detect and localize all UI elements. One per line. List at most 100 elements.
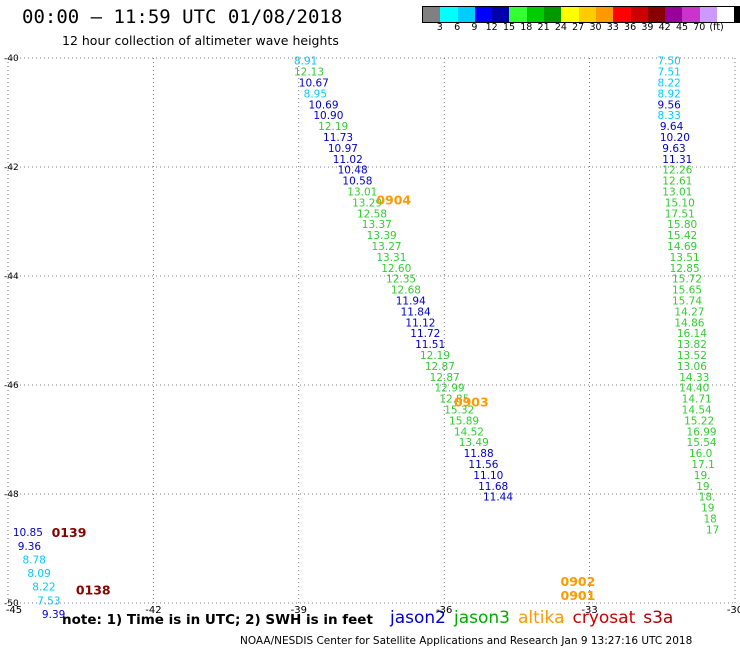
wave-height-label: 13.37 bbox=[362, 219, 392, 231]
wave-height-label: 14.71 bbox=[682, 394, 712, 406]
y-tick-label: -40 bbox=[4, 54, 19, 64]
wave-height-label: 11.56 bbox=[468, 459, 498, 471]
wave-height-label: 8.78 bbox=[23, 554, 46, 566]
pass-time-label: 0903 bbox=[454, 394, 489, 409]
wave-height-label: 11.44 bbox=[483, 492, 513, 504]
wave-height-label: 10.20 bbox=[660, 132, 690, 144]
pass-time-label: 0904 bbox=[376, 193, 411, 208]
wave-height-label: 9.63 bbox=[662, 143, 685, 155]
color-swatch bbox=[509, 7, 527, 22]
wave-height-label: 9.36 bbox=[18, 541, 42, 553]
wave-height-label: 15.80 bbox=[667, 219, 697, 231]
wave-height-label: 12.35 bbox=[386, 274, 416, 286]
wave-height-label: 9.39 bbox=[42, 609, 65, 621]
wave-height-label: 13.39 bbox=[367, 230, 397, 242]
wave-height-label: 13.49 bbox=[459, 437, 489, 449]
color-swatch bbox=[699, 7, 718, 22]
wave-height-label: 18. bbox=[699, 492, 716, 504]
color-swatch bbox=[613, 7, 631, 22]
wave-height-label: 13.82 bbox=[677, 339, 707, 351]
wave-height-label: 11.84 bbox=[401, 306, 431, 318]
wave-height-label: 8.09 bbox=[27, 568, 50, 580]
wave-height-label: 8.91 bbox=[294, 56, 317, 68]
legend-jason2: jason2 bbox=[390, 608, 446, 628]
x-tick-label: -45 bbox=[6, 605, 22, 616]
wave-height-label: 11.51 bbox=[415, 339, 445, 351]
color-swatch bbox=[526, 7, 545, 22]
pass-time-label: 0901 bbox=[561, 588, 596, 603]
wave-height-label: 12.19 bbox=[318, 121, 348, 133]
color-scale-label: 15 bbox=[502, 22, 516, 33]
wave-height-label: 13.06 bbox=[677, 361, 707, 373]
wave-height-label: 13.29 bbox=[352, 197, 382, 209]
x-tick-label: -39 bbox=[291, 605, 307, 616]
color-swatch bbox=[665, 7, 683, 22]
legend-cryosat: cryosat bbox=[572, 608, 636, 628]
color-scale-label: (ft) bbox=[709, 22, 724, 33]
wave-height-label: 8.22 bbox=[657, 78, 680, 90]
chart-title: 00:00 – 11:59 UTC 01/08/2018 bbox=[22, 6, 343, 28]
wave-height-label: 11.12 bbox=[405, 317, 435, 329]
wave-height-label: 7.53 bbox=[37, 595, 60, 607]
wave-height-label: 11.72 bbox=[410, 328, 440, 340]
wave-height-label: 14.69 bbox=[667, 241, 697, 253]
wave-height-label: 15.65 bbox=[672, 285, 702, 297]
color-scale-label: 3 bbox=[436, 22, 443, 33]
wave-height-label: 18 bbox=[703, 514, 716, 526]
x-tick-label: -30 bbox=[727, 605, 740, 616]
color-scale-label: 36 bbox=[624, 22, 637, 33]
wave-height-label: 9.56 bbox=[657, 99, 681, 111]
color-scale-label: 18 bbox=[520, 22, 533, 33]
color-swatch bbox=[595, 7, 614, 22]
wave-height-label: 8.95 bbox=[304, 88, 327, 100]
color-swatch bbox=[423, 7, 441, 22]
color-scale-labels: 3 6 9 12 15 18 21 24 27 30 33 36 39 42 45 70 (ft) bbox=[422, 22, 732, 34]
wave-height-label: 10.69 bbox=[308, 99, 338, 111]
wave-height-label: 13.01 bbox=[347, 187, 377, 199]
footer-note: note: 1) Time is in UTC; 2) SWH is in fe… bbox=[62, 612, 373, 628]
color-scale-label: 24 bbox=[554, 22, 567, 33]
color-swatch bbox=[544, 7, 562, 22]
wave-height-label: 7.50 bbox=[657, 56, 680, 68]
legend-altika: altika bbox=[518, 608, 565, 628]
wave-height-label: 10.48 bbox=[338, 165, 368, 177]
color-swatch bbox=[578, 7, 596, 22]
wave-height-label: 16.99 bbox=[687, 426, 717, 438]
color-scale-label: 6 bbox=[454, 22, 461, 33]
color-swatch bbox=[492, 7, 510, 22]
wave-height-label: 14.40 bbox=[679, 383, 709, 395]
wave-height-label: 15.54 bbox=[687, 437, 717, 449]
color-scale-label: 33 bbox=[606, 22, 619, 33]
y-tick-label: -46 bbox=[4, 381, 19, 391]
wave-height-label: 13.01 bbox=[662, 187, 692, 199]
wave-height-label: 10.90 bbox=[313, 110, 343, 122]
x-tick-label: -42 bbox=[145, 605, 161, 616]
wave-height-label: 16.0 bbox=[689, 448, 712, 460]
wave-height-label: 12.68 bbox=[391, 285, 421, 297]
wave-height-label: 7.51 bbox=[657, 67, 680, 79]
wave-height-label: 8.33 bbox=[657, 110, 680, 122]
color-scale-label: 30 bbox=[589, 22, 602, 33]
wave-height-label: 12.13 bbox=[294, 67, 324, 79]
color-swatch bbox=[734, 7, 740, 22]
wave-height-label: 19. bbox=[696, 481, 713, 493]
wave-height-label: 14.33 bbox=[679, 372, 709, 384]
pass-time-label: 0138 bbox=[76, 582, 111, 597]
pass-time-label: 0902 bbox=[561, 574, 596, 589]
pass-time-label: 0139 bbox=[52, 525, 87, 540]
color-swatch bbox=[457, 7, 475, 22]
color-swatch bbox=[630, 7, 648, 22]
color-scale-label: 45 bbox=[675, 22, 689, 33]
wave-height-label: 15.10 bbox=[665, 197, 695, 209]
wave-height-label: 12.87 bbox=[425, 361, 455, 373]
color-swatch bbox=[647, 7, 666, 22]
color-swatch bbox=[474, 7, 493, 22]
wave-height-label: 15.42 bbox=[667, 230, 697, 242]
color-scale-bar bbox=[422, 6, 740, 23]
y-tick-label: -42 bbox=[4, 163, 19, 173]
wave-height-label: 12.58 bbox=[357, 208, 387, 220]
wave-height-label: 13.51 bbox=[670, 252, 700, 264]
x-tick-label: -36 bbox=[436, 605, 452, 616]
wave-height-label: 12.19 bbox=[420, 350, 450, 362]
